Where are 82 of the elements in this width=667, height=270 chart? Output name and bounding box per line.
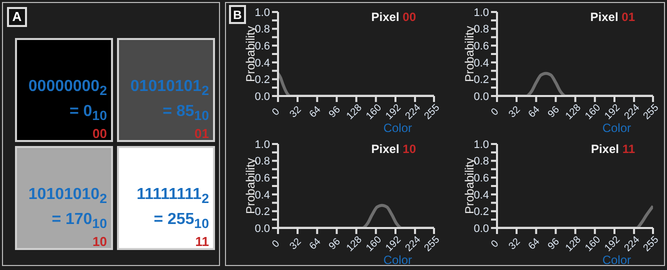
chart-title: Pixel 01 — [590, 10, 635, 24]
y-tick-label: 0.4 — [474, 57, 489, 70]
x-axis-title: Color — [383, 121, 412, 135]
x-tick-label: 128 — [564, 234, 584, 254]
chart-title: Pixel 00 — [371, 10, 416, 24]
y-tick-label: 0.6 — [474, 172, 489, 185]
y-tick-label: 0.4 — [474, 189, 489, 202]
x-tick-label: 96 — [327, 236, 344, 252]
x-tick-label: 160 — [364, 102, 384, 122]
y-tick-label: 0.2 — [254, 74, 270, 86]
x-tick-label: 255 — [422, 234, 442, 254]
text: A — [7, 7, 27, 27]
x-tick-label: 224 — [403, 102, 424, 122]
y-tick-label: 0.0 — [474, 90, 489, 103]
y-tick-label: 0.2 — [474, 74, 489, 86]
y-tick-label: 0.8 — [474, 24, 489, 36]
x-tick-label: 224 — [622, 234, 642, 254]
text: 11111111$_{2}$ — [136, 185, 209, 208]
x-tick-label: 64 — [526, 104, 543, 120]
chart-title: Pixel 11 — [590, 142, 635, 156]
x-tick-label: 192 — [384, 102, 404, 122]
text: = 85$_{10}$ — [162, 102, 209, 126]
x-tick-label: 255 — [641, 102, 662, 122]
text: 10 — [92, 234, 107, 250]
y-tick-label: 0.0 — [254, 222, 270, 235]
y-tick-label: 0.8 — [254, 24, 270, 36]
x-tick-label: 224 — [403, 234, 424, 254]
text: B — [229, 5, 246, 24]
y-tick-label: 1.0 — [254, 138, 270, 151]
x-tick-label: 192 — [602, 102, 623, 122]
x-tick-label: 32 — [288, 104, 304, 120]
y-tick-label: 0.2 — [254, 206, 270, 218]
x-tick-label: 32 — [506, 104, 523, 120]
y-tick-label: 1.0 — [474, 6, 489, 19]
x-tick-label: 224 — [622, 102, 642, 122]
text: 10101010$_{2}$ — [27, 185, 107, 208]
text: 00000000$_{2}$ — [27, 77, 107, 100]
x-tick-label: 128 — [344, 234, 365, 254]
x-tick-label: 160 — [364, 234, 384, 254]
x-tick-label: 32 — [506, 236, 523, 252]
y-tick-label: 1.0 — [474, 138, 489, 151]
x-tick-label: 160 — [583, 234, 604, 254]
x-axis-title: Color — [383, 253, 412, 267]
x-tick-label: 64 — [308, 104, 324, 120]
y-tick-label: 0.6 — [254, 172, 270, 185]
x-tick-label: 128 — [344, 102, 365, 122]
y-tick-label: 0.6 — [254, 40, 270, 53]
text: 00 — [92, 126, 107, 142]
y-tick-label: 0.0 — [254, 90, 270, 103]
x-tick-label: 96 — [327, 104, 344, 120]
text: = 0$_{10}$ — [68, 102, 107, 126]
x-tick-label: 64 — [308, 236, 324, 252]
x-tick-label: 64 — [526, 236, 543, 252]
chart-title: Pixel 10 — [371, 142, 416, 156]
text: 01 — [194, 126, 209, 142]
x-tick-label: 0 — [489, 106, 502, 118]
x-axis-title: Color — [602, 253, 631, 267]
x-tick-label: 0 — [489, 238, 502, 250]
y-tick-label: 0.8 — [254, 156, 270, 168]
y-tick-label: 0.4 — [254, 57, 270, 70]
y-tick-label: 0.2 — [474, 206, 489, 218]
x-axis-title: Color — [602, 121, 631, 135]
text: 11 — [194, 234, 209, 250]
y-tick-label: 0.0 — [474, 222, 489, 235]
y-tick-label: 1.0 — [254, 6, 270, 19]
x-tick-label: 96 — [546, 236, 562, 252]
text: = 170$_{10}$ — [50, 210, 107, 234]
y-tick-label: 0.6 — [474, 40, 489, 53]
x-tick-label: 160 — [583, 102, 604, 122]
x-tick-label: 96 — [546, 104, 562, 120]
y-tick-label: 0.8 — [474, 156, 489, 168]
x-tick-label: 255 — [422, 102, 442, 122]
x-tick-label: 128 — [564, 102, 584, 122]
x-tick-label: 192 — [384, 234, 404, 254]
x-tick-label: 0 — [270, 106, 282, 118]
x-tick-label: 0 — [270, 238, 282, 250]
y-tick-label: 0.4 — [254, 189, 270, 202]
x-tick-label: 32 — [288, 236, 304, 252]
x-tick-label: 255 — [641, 234, 662, 254]
text: 01010101$_{2}$ — [129, 77, 209, 100]
x-tick-label: 192 — [602, 234, 623, 254]
text: = 255$_{10}$ — [152, 210, 209, 234]
